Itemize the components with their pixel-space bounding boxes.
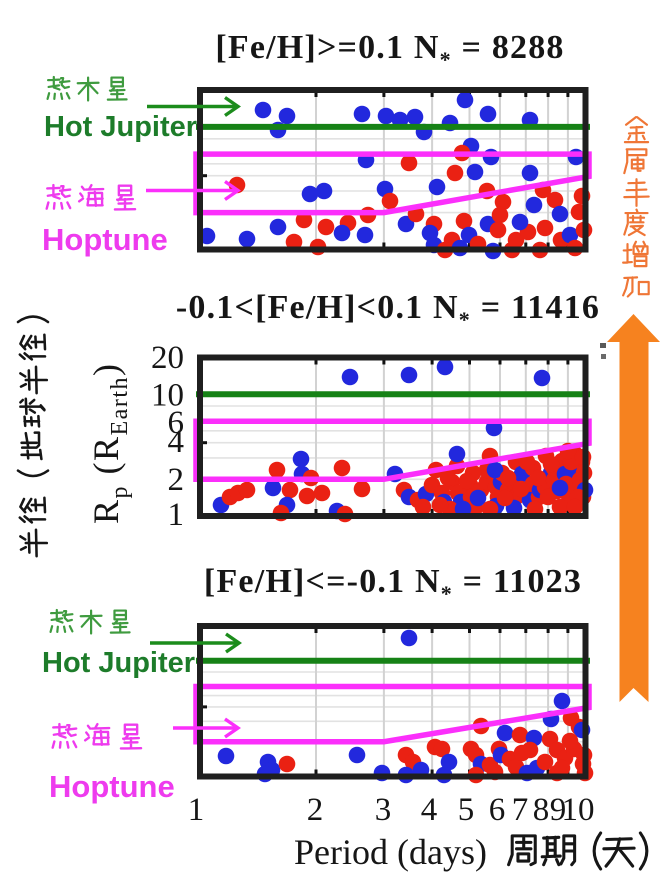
svg-text:7: 7	[512, 792, 529, 828]
svg-text:4: 4	[168, 424, 185, 460]
svg-text:Hoptune: Hoptune	[49, 769, 175, 804]
svg-text:20: 20	[151, 340, 184, 376]
svg-text:2: 2	[307, 792, 324, 828]
svg-text:10: 10	[151, 378, 184, 414]
svg-text:2: 2	[168, 462, 185, 498]
svg-text:6: 6	[489, 792, 506, 828]
svg-text:1: 1	[168, 497, 185, 533]
svg-text:-0.1<[Fe/H]<0.1 N* = 11416: -0.1<[Fe/H]<0.1 N* = 11416	[176, 289, 600, 332]
svg-text:Hot Jupiter: Hot Jupiter	[42, 647, 195, 679]
svg-text:Hoptune: Hoptune	[42, 222, 168, 257]
svg-text:5: 5	[458, 792, 475, 828]
svg-text:[Fe/H]<=-0.1 N* = 11023: [Fe/H]<=-0.1 N* = 11023	[204, 563, 582, 606]
svg-text:Hot Jupiter: Hot Jupiter	[44, 111, 197, 143]
svg-text:Period (days): Period (days)	[294, 832, 487, 872]
svg-text:1: 1	[188, 792, 205, 828]
svg-text:6: 6	[168, 405, 185, 441]
svg-text:4: 4	[421, 792, 438, 828]
svg-text:[Fe/H]>=0.1 N* = 8288: [Fe/H]>=0.1 N* = 8288	[215, 29, 564, 72]
svg-text:8: 8	[533, 792, 550, 828]
svg-text:10: 10	[562, 792, 595, 828]
svg-text:9: 9	[550, 792, 567, 828]
svg-text:3: 3	[375, 792, 392, 828]
